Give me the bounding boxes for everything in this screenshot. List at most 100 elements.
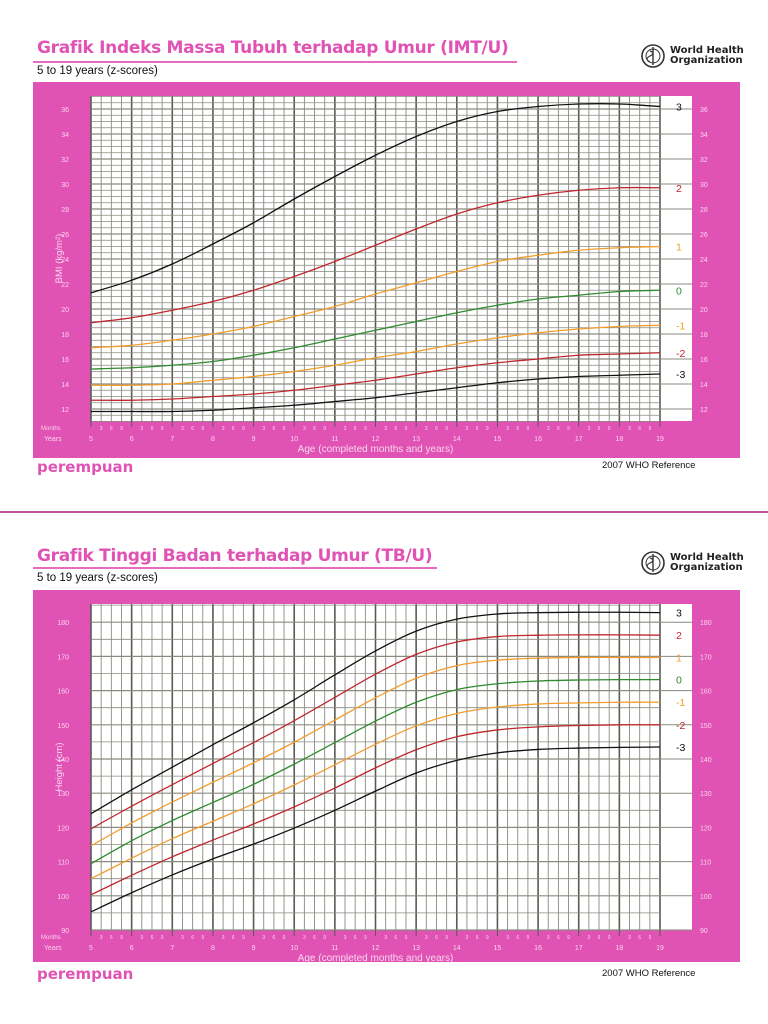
x-year-tick: 15 bbox=[494, 945, 502, 952]
x-year-tick: 19 bbox=[656, 436, 664, 443]
x-month-tick: 3 bbox=[344, 935, 347, 941]
x-month-tick: 9 bbox=[161, 935, 164, 941]
zscore-label: -3 bbox=[676, 369, 685, 381]
bmi-chart-title: Grafik Indeks Massa Tubuh terhadap Umur … bbox=[37, 38, 509, 58]
x-month-tick: 6 bbox=[476, 426, 479, 432]
x-month-tick: 6 bbox=[151, 935, 154, 941]
zscore-label-column bbox=[660, 604, 692, 930]
x-year-tick: 6 bbox=[130, 436, 134, 443]
x-month-tick: 3 bbox=[466, 426, 469, 432]
bmi-title-rule bbox=[33, 61, 517, 63]
zscore-curve-2 bbox=[90, 634, 661, 830]
zscore-label: -1 bbox=[676, 697, 685, 709]
x-month-tick: 3 bbox=[344, 426, 347, 432]
zscore-curve-1 bbox=[90, 656, 660, 847]
y-tick-left: 28 bbox=[61, 207, 69, 214]
x-month-tick: 6 bbox=[232, 426, 235, 432]
y-tick-left: 100 bbox=[57, 894, 69, 901]
x-month-tick: 6 bbox=[110, 426, 113, 432]
x-month-tick: 9 bbox=[283, 426, 286, 432]
x-month-tick: 9 bbox=[242, 426, 245, 432]
x-month-tick: 9 bbox=[527, 426, 530, 432]
x-month-tick: 3 bbox=[466, 935, 469, 941]
bmi-reference-label: 2007 WHO Reference bbox=[602, 460, 696, 471]
zscore-label: -2 bbox=[676, 720, 685, 732]
zscore-label: 2 bbox=[676, 183, 682, 195]
x-month-tick: 3 bbox=[181, 426, 184, 432]
x-year-tick: 13 bbox=[412, 945, 420, 952]
zscore-label: 1 bbox=[676, 652, 682, 664]
y-tick-right-label: 22 bbox=[700, 282, 708, 289]
x-month-tick: 9 bbox=[242, 935, 245, 941]
x-axis-label: Age (completed months and years) bbox=[298, 444, 454, 455]
x-month-tick: 9 bbox=[364, 935, 367, 941]
x-month-tick: 9 bbox=[648, 935, 651, 941]
zscore-label: -2 bbox=[676, 348, 685, 360]
y-axis-label: Height (cm) bbox=[54, 742, 65, 791]
y-tick-left: 130 bbox=[57, 791, 69, 798]
x-month-tick: 9 bbox=[445, 426, 448, 432]
zscore-curve-0 bbox=[90, 678, 661, 865]
years-label: Years bbox=[44, 436, 62, 443]
x-month-tick: 3 bbox=[425, 935, 428, 941]
y-tick-right-label: 20 bbox=[700, 307, 708, 314]
x-year-tick: 9 bbox=[252, 436, 256, 443]
y-tick-right-label: 170 bbox=[700, 654, 712, 661]
x-month-tick: 3 bbox=[140, 426, 143, 432]
x-year-tick: 18 bbox=[615, 945, 623, 952]
y-axis-label: BMI (kg/m²) bbox=[54, 234, 65, 284]
y-tick-left: 14 bbox=[61, 382, 69, 389]
x-month-tick: 3 bbox=[222, 426, 225, 432]
x-month-tick: 3 bbox=[100, 935, 103, 941]
x-month-tick: 6 bbox=[598, 935, 601, 941]
zscore-label: 1 bbox=[676, 242, 682, 254]
x-month-tick: 3 bbox=[587, 426, 590, 432]
x-year-tick: 11 bbox=[331, 436, 338, 443]
x-month-tick: 9 bbox=[120, 426, 123, 432]
x-year-tick: 19 bbox=[656, 945, 664, 952]
bmi-chart-subtitle: 5 to 19 years (z-scores) bbox=[37, 65, 158, 77]
x-month-tick: 9 bbox=[648, 426, 651, 432]
x-month-tick: 6 bbox=[394, 426, 397, 432]
un-emblem-icon bbox=[641, 44, 665, 68]
y-tick-right-label: 34 bbox=[700, 132, 708, 139]
who-logo: World Health Organization bbox=[640, 43, 744, 69]
x-month-tick: 9 bbox=[201, 426, 204, 432]
x-month-tick: 3 bbox=[222, 935, 225, 941]
y-tick-left: 150 bbox=[57, 723, 69, 730]
who-name-line2: Organization bbox=[670, 562, 743, 573]
x-month-tick: 6 bbox=[516, 935, 519, 941]
zscore-label: 3 bbox=[676, 608, 682, 620]
x-month-tick: 6 bbox=[354, 426, 357, 432]
y-tick-left: 160 bbox=[57, 689, 69, 696]
x-month-tick: 9 bbox=[364, 426, 367, 432]
y-tick-left: 26 bbox=[61, 232, 69, 239]
x-month-tick: 3 bbox=[628, 935, 631, 941]
x-month-tick: 3 bbox=[506, 935, 509, 941]
x-month-tick: 3 bbox=[384, 935, 387, 941]
x-month-tick: 9 bbox=[323, 935, 326, 941]
x-month-tick: 9 bbox=[283, 935, 286, 941]
y-tick-right-label: 30 bbox=[700, 182, 708, 189]
x-year-tick: 9 bbox=[252, 945, 256, 952]
x-year-tick: 18 bbox=[615, 436, 623, 443]
y-tick-left: 36 bbox=[61, 107, 69, 114]
x-month-tick: 3 bbox=[547, 426, 550, 432]
x-year-tick: 16 bbox=[534, 945, 542, 952]
x-month-tick: 9 bbox=[567, 426, 570, 432]
x-month-tick: 6 bbox=[638, 935, 641, 941]
x-month-tick: 9 bbox=[323, 426, 326, 432]
y-tick-left: 22 bbox=[61, 282, 69, 289]
y-tick-left: 32 bbox=[61, 157, 69, 164]
y-tick-right-label: 110 bbox=[700, 860, 711, 867]
zscore-label: 2 bbox=[676, 630, 682, 642]
height-gender-label: perempuan bbox=[37, 965, 134, 983]
y-tick-left: 140 bbox=[57, 757, 69, 764]
x-year-tick: 6 bbox=[130, 945, 134, 952]
y-tick-left: 18 bbox=[61, 332, 69, 339]
x-year-tick: 8 bbox=[211, 945, 215, 952]
x-month-tick: 9 bbox=[527, 935, 530, 941]
x-month-tick: 9 bbox=[486, 426, 489, 432]
y-tick-right-label: 36 bbox=[700, 107, 708, 114]
zscore-curve-neg1 bbox=[90, 701, 661, 880]
